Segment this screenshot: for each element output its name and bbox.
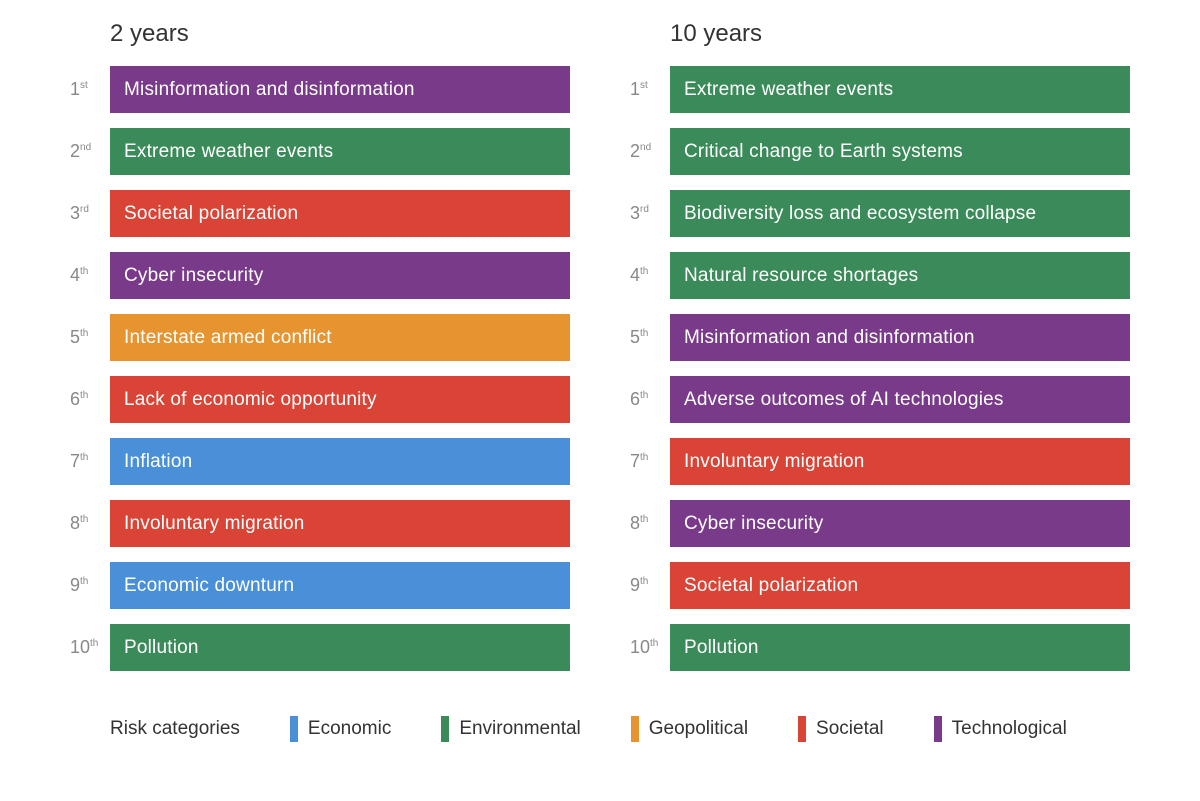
rank-label: 3rd [630,203,670,224]
risk-bar: Extreme weather events [670,66,1130,113]
risk-row: 7thInvoluntary migration [630,438,1130,485]
legend-item-geopolitical: Geopolitical [631,716,748,742]
risk-list-10-years: 1stExtreme weather events 2ndCritical cha… [630,66,1130,671]
rank-label: 8th [630,513,670,534]
rank-label: 1st [630,79,670,100]
rank-label: 4th [70,265,110,286]
rank-label: 4th [630,265,670,286]
risk-bar: Pollution [110,624,570,671]
rank-label: 8th [70,513,110,534]
risk-row: 9thEconomic downturn [70,562,570,609]
legend-label: Environmental [459,718,580,740]
risk-row: 3rdSocietal polarization [70,190,570,237]
column-10-years: 10 years 1stExtreme weather events 2ndCri… [630,20,1130,686]
rank-label: 2nd [630,141,670,162]
legend-item-economic: Economic [290,716,391,742]
risk-bar: Misinformation and disinformation [670,314,1130,361]
risk-bar: Extreme weather events [110,128,570,175]
risk-bar: Adverse outcomes of AI technologies [670,376,1130,423]
risk-row: 9thSocietal polarization [630,562,1130,609]
risk-bar: Interstate armed conflict [110,314,570,361]
risk-row: 10thPollution [70,624,570,671]
risk-row: 6thAdverse outcomes of AI technologies [630,376,1130,423]
risk-bar: Economic downturn [110,562,570,609]
risk-list-2-years: 1stMisinformation and disinformation2ndE… [70,66,570,671]
rank-label: 9th [70,575,110,596]
legend-item-technological: Technological [934,716,1067,742]
risk-columns: 2 years 1stMisinformation and disinforma… [70,20,1130,686]
legend-item-environmental: Environmental [441,716,580,742]
risk-bar: Misinformation and disinformation [110,66,570,113]
risk-row: 2ndExtreme weather events [70,128,570,175]
risk-row: 8thCyber insecurity [630,500,1130,547]
risk-row: 5thInterstate armed conflict [70,314,570,361]
risk-row: 7thInflation [70,438,570,485]
risk-row: 4thCyber insecurity [70,252,570,299]
risk-bar: Critical change to Earth systems [670,128,1130,175]
legend-swatch [934,716,942,742]
risk-bar: Pollution [670,624,1130,671]
legend-swatch [798,716,806,742]
risk-bar: Cyber insecurity [670,500,1130,547]
rank-label: 9th [630,575,670,596]
rank-label: 1st [70,79,110,100]
legend: Risk categories Economic Environmental Geo… [70,716,1130,742]
risk-row: 4thNatural resource shortages [630,252,1130,299]
legend-label: Economic [308,718,391,740]
rank-label: 7th [70,451,110,472]
risk-row: 1stMisinformation and disinformation [70,66,570,113]
rank-label: 7th [630,451,670,472]
legend-label: Societal [816,718,884,740]
risk-bar: Cyber insecurity [110,252,570,299]
rank-label: 5th [630,327,670,348]
risk-bar: Natural resource shortages [670,252,1130,299]
risk-row: 3rdBiodiversity loss and ecosystem colla… [630,190,1130,237]
risk-row: 8thInvoluntary migration [70,500,570,547]
rank-label: 10th [70,637,110,658]
column-2-years: 2 years 1stMisinformation and disinforma… [70,20,570,686]
risk-row: 6thLack of economic opportunity [70,376,570,423]
rank-label: 2nd [70,141,110,162]
legend-title: Risk categories [110,718,240,740]
risk-bar: Societal polarization [110,190,570,237]
risk-bar: Involuntary migration [670,438,1130,485]
rank-label: 5th [70,327,110,348]
risk-bar: Involuntary migration [110,500,570,547]
rank-label: 6th [630,389,670,410]
legend-label: Technological [952,718,1067,740]
risk-bar: Biodiversity loss and ecosystem collapse [670,190,1130,237]
legend-swatch [631,716,639,742]
legend-label: Geopolitical [649,718,748,740]
risk-bar: Lack of economic opportunity [110,376,570,423]
rank-label: 6th [70,389,110,410]
risk-row: 1stExtreme weather events [630,66,1130,113]
legend-swatch [290,716,298,742]
risk-row: 2ndCritical change to Earth systems [630,128,1130,175]
column-title: 10 years [630,20,1130,48]
rank-label: 3rd [70,203,110,224]
risk-bar: Societal polarization [670,562,1130,609]
legend-swatch [441,716,449,742]
risk-row: 10thPollution [630,624,1130,671]
risk-row: 5thMisinformation and disinformation [630,314,1130,361]
legend-item-societal: Societal [798,716,884,742]
rank-label: 10th [630,637,670,658]
column-title: 2 years [70,20,570,48]
risk-bar: Inflation [110,438,570,485]
